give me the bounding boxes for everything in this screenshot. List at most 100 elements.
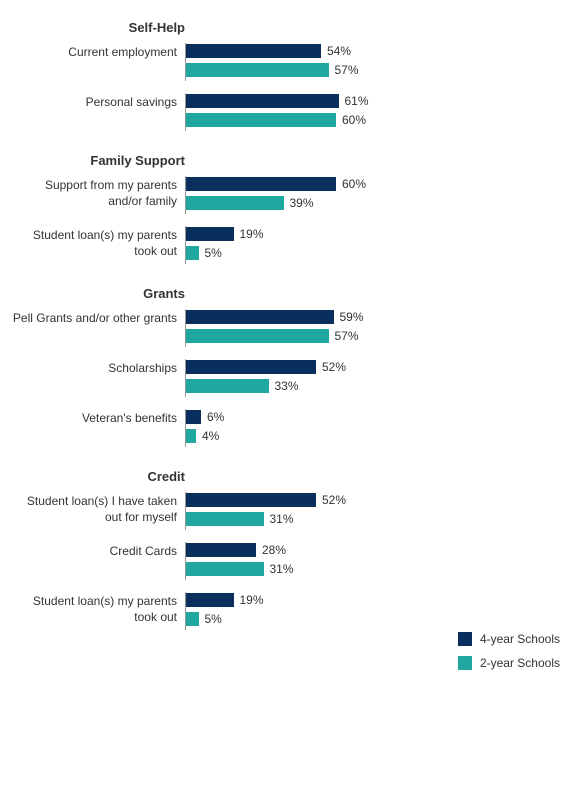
bar-row: 33% <box>186 378 560 394</box>
bar-row: 39% <box>186 195 560 211</box>
item-label: Student loan(s) my parents took out <box>10 226 185 259</box>
chart-item: Personal savings61%60% <box>10 93 560 131</box>
chart-container: Self-HelpCurrent employment54%57%Persona… <box>10 20 560 630</box>
chart-group: Credit Student loan(s) I have taken out f… <box>10 469 560 630</box>
bar-row: 4% <box>186 428 560 444</box>
bars-area: 60% 39% <box>185 176 560 214</box>
bar-value: 31% <box>270 562 294 576</box>
bar <box>186 410 201 424</box>
chart-item: Scholarships 52% 33% <box>10 359 560 397</box>
bar-value: 31% <box>270 512 294 526</box>
bars-area: 6%4% <box>185 409 560 447</box>
bar-row: 52% <box>186 492 560 508</box>
item-label: Pell Grants and/or other grants <box>10 309 185 327</box>
item-label: Scholarships <box>10 359 185 377</box>
bar <box>186 310 334 324</box>
bars-area: 52% 33% <box>185 359 560 397</box>
group-title: Grants <box>10 286 185 301</box>
bar <box>186 562 264 576</box>
bar <box>186 196 284 210</box>
group-title: Family Support <box>10 153 185 168</box>
legend-item: 4-year Schools <box>458 632 560 646</box>
legend-swatch <box>458 632 472 646</box>
legend-swatch <box>458 656 472 670</box>
bar <box>186 44 321 58</box>
bar-value: 33% <box>275 379 299 393</box>
chart-item: Support from my parents and/or family60%… <box>10 176 560 214</box>
bar-value: 54% <box>327 44 351 58</box>
chart-item: Current employment54%57% <box>10 43 560 81</box>
bar-value: 28% <box>262 543 286 557</box>
bar-value: 4% <box>202 429 219 443</box>
bar-row: 19% <box>186 592 560 608</box>
bar <box>186 113 336 127</box>
bar <box>186 429 196 443</box>
item-label: Credit Cards <box>10 542 185 560</box>
bar-value: 6% <box>207 410 224 424</box>
bars-area: 19%5% <box>185 226 560 264</box>
bars-area: 19% 5% <box>185 592 560 630</box>
group-title: Credit <box>10 469 185 484</box>
legend: 4-year Schools 2-year Schools <box>458 632 560 680</box>
bars-area: 28%31% <box>185 542 560 580</box>
bar-row: 60% <box>186 176 560 192</box>
item-label: Veteran's benefits <box>10 409 185 427</box>
bar-row: 54% <box>186 43 560 59</box>
chart-item: Credit Cards28%31% <box>10 542 560 580</box>
chart-item: Student loan(s) my parents took out19%5% <box>10 226 560 264</box>
bar <box>186 329 329 343</box>
bar-value: 61% <box>345 94 369 108</box>
bar <box>186 94 339 108</box>
chart-group: GrantsPell Grants and/or other grants59%… <box>10 286 560 447</box>
bar-value: 39% <box>290 196 314 210</box>
bar-row: 28% <box>186 542 560 558</box>
bar-row: 6% <box>186 409 560 425</box>
chart-item: Student loan(s) I have taken out for mys… <box>10 492 560 530</box>
bar <box>186 246 199 260</box>
bar-row: 5% <box>186 611 560 627</box>
bar-row: 19% <box>186 226 560 242</box>
bar-row: 5% <box>186 245 560 261</box>
bar-value: 52% <box>322 493 346 507</box>
bar <box>186 593 234 607</box>
item-label: Student loan(s) I have taken out for mys… <box>10 492 185 525</box>
bars-area: 61%60% <box>185 93 560 131</box>
bar <box>186 493 316 507</box>
bar-row: 57% <box>186 328 560 344</box>
bar <box>186 227 234 241</box>
bars-area: 54%57% <box>185 43 560 81</box>
bar-value: 60% <box>342 113 366 127</box>
bar-row: 52% <box>186 359 560 375</box>
chart-item: Student loan(s) my parents took out 19% 5% <box>10 592 560 630</box>
chart-item: Veteran's benefits6%4% <box>10 409 560 447</box>
bar-row: 31% <box>186 561 560 577</box>
bar-value: 52% <box>322 360 346 374</box>
bar <box>186 612 199 626</box>
bar-row: 60% <box>186 112 560 128</box>
bar-row: 57% <box>186 62 560 78</box>
bar-row: 59% <box>186 309 560 325</box>
chart-group: Self-HelpCurrent employment54%57%Persona… <box>10 20 560 131</box>
bar <box>186 512 264 526</box>
legend-label: 2-year Schools <box>480 656 560 670</box>
bar <box>186 360 316 374</box>
bar-row: 61% <box>186 93 560 109</box>
bars-area: 52% 31% <box>185 492 560 530</box>
bar <box>186 379 269 393</box>
bar-value: 5% <box>205 246 222 260</box>
bar-value: 57% <box>335 329 359 343</box>
bar-value: 5% <box>205 612 222 626</box>
item-label: Support from my parents and/or family <box>10 176 185 209</box>
bar-value: 59% <box>340 310 364 324</box>
bar <box>186 177 336 191</box>
bar-value: 60% <box>342 177 366 191</box>
legend-label: 4-year Schools <box>480 632 560 646</box>
bar-row: 31% <box>186 511 560 527</box>
bar-value: 19% <box>240 593 264 607</box>
chart-group: Family Support Support from my parents an… <box>10 153 560 264</box>
item-label: Student loan(s) my parents took out <box>10 592 185 625</box>
bar <box>186 543 256 557</box>
item-label: Current employment <box>10 43 185 61</box>
chart-item: Pell Grants and/or other grants59%57% <box>10 309 560 347</box>
bars-area: 59%57% <box>185 309 560 347</box>
